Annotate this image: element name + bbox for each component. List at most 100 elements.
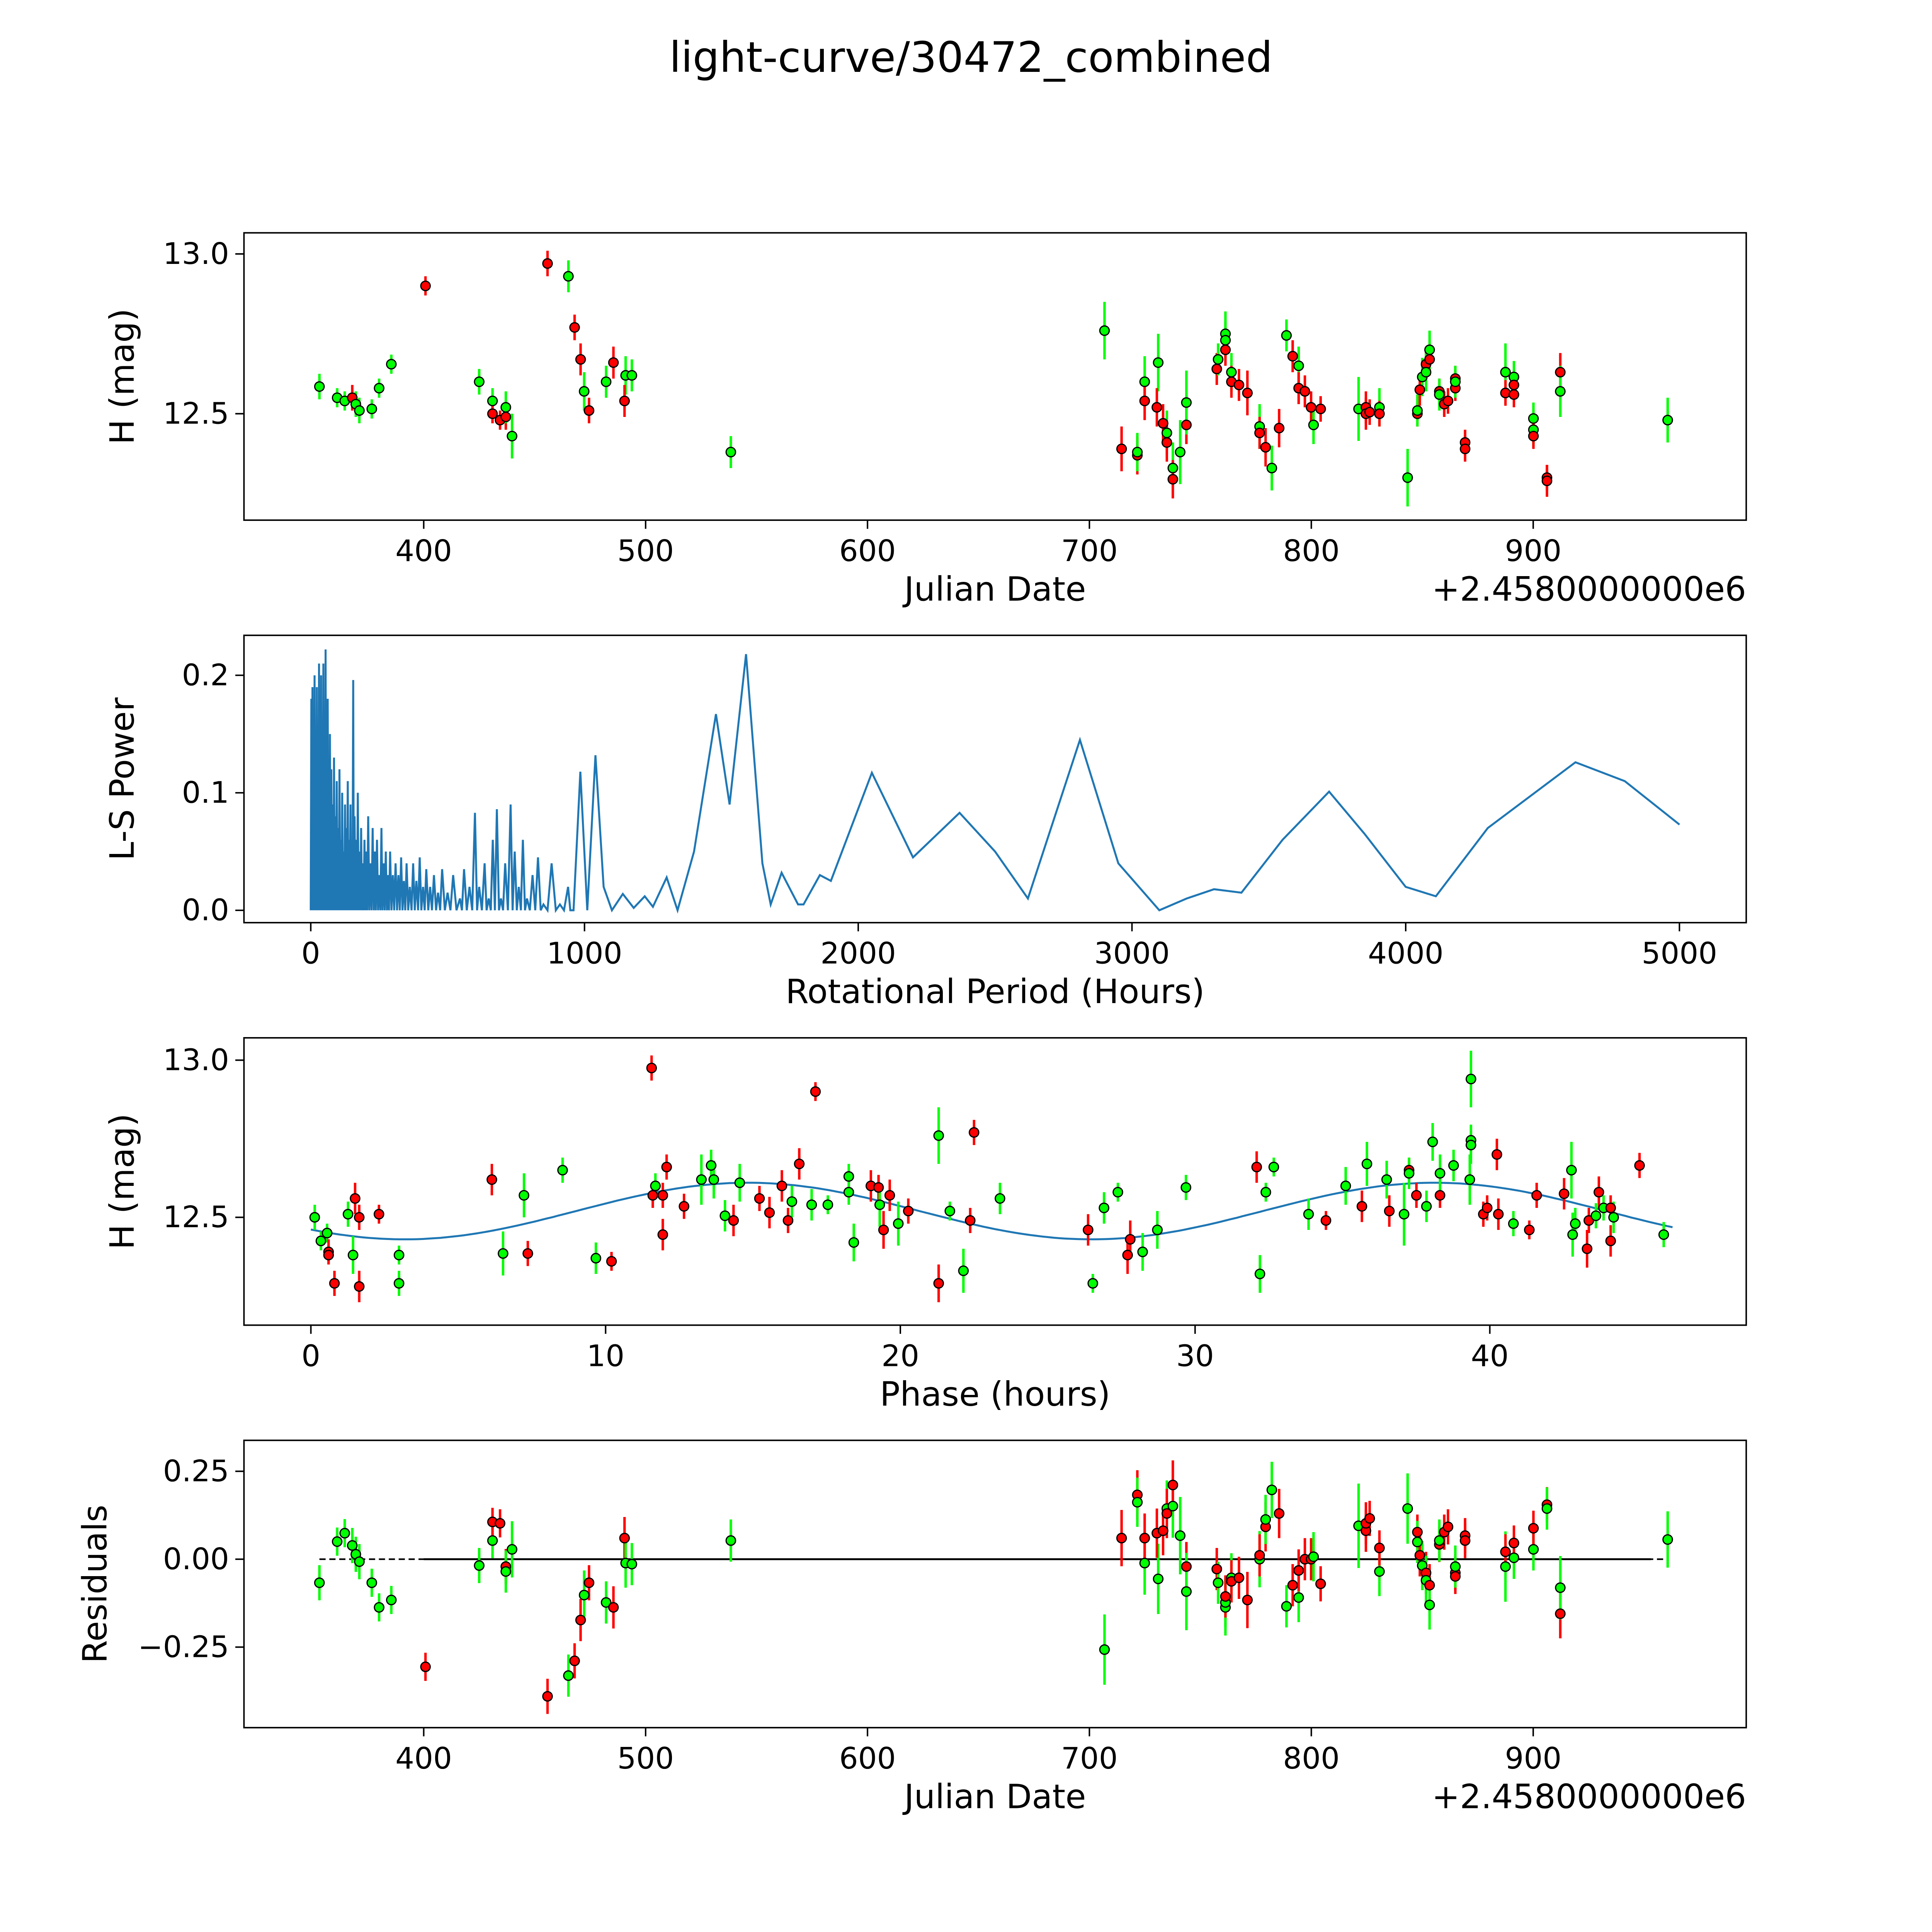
data-point-green [500,402,511,413]
panel-lightcurve: 400 500 600 700 800 900 12.5 13.0 Julian Date H (… [103,232,1747,609]
x-tick-label: 1000 [547,937,622,971]
data-point-red [608,357,619,368]
data-point-green [626,370,638,381]
data-point-red [661,1162,672,1173]
data-point-red [486,1174,497,1185]
data-point-green [1402,1503,1413,1514]
data-point-red [873,1182,884,1193]
data-point-red [1500,388,1511,398]
data-point-red [1211,364,1222,374]
y-tick-label: 13.0 [163,237,229,271]
data-point-green [487,1535,498,1546]
data-point-green [708,1174,719,1185]
data-point-green [1402,472,1413,483]
data-point-red [1509,1537,1519,1549]
data-point-green [1450,1561,1461,1572]
data-point-red [1242,388,1253,398]
data-point-green [725,447,736,457]
data-point-red [608,1602,619,1613]
data-point-green [1153,357,1164,368]
data-point-green [1137,1247,1148,1257]
data-point-red [647,1190,658,1201]
plot-area [310,649,1680,914]
data-point-red [619,1532,630,1544]
data-point-red [1541,475,1553,486]
data-point-red [1116,1532,1127,1544]
data-point-green [1260,1187,1271,1198]
data-point-red [1125,1234,1136,1245]
x-tick-label: 700 [1061,1742,1118,1776]
x-tick-label: 40 [1471,1339,1509,1373]
data-point-green [393,1278,405,1289]
data-point-red [1083,1225,1094,1235]
data-point-green [1466,1139,1476,1151]
data-point-green [1308,419,1319,430]
data-point-green [354,405,365,416]
data-point-red [1167,1480,1179,1490]
data-point-red [1424,1580,1435,1591]
data-point-red [1139,395,1150,406]
data-point-green [600,376,612,387]
data-point-green [874,1199,885,1210]
data-point-red [329,1278,340,1289]
x-axis-label: Phase (hours) [880,1375,1111,1414]
data-point-green [1112,1187,1123,1198]
data-point-green [650,1180,661,1191]
data-point-green [1566,1165,1577,1176]
y-axis-label: Residuals [76,1505,115,1663]
data-point-red [1500,1546,1511,1557]
data-point-green [1308,1551,1319,1562]
y-tick-label: 12.5 [163,1200,229,1235]
data-point-red [1555,367,1566,378]
data-point-red [569,1655,580,1667]
data-point-red [1555,1608,1566,1619]
data-point-green [1175,1530,1186,1541]
data-point-green [1528,1544,1539,1555]
data-point-green [1293,360,1304,371]
data-point-red [657,1229,668,1240]
data-point-red [542,1691,553,1702]
data-point-green [314,1577,325,1588]
x-offset-label: +2.4580000000e6 [1432,570,1746,609]
data-point-red [354,1212,365,1223]
data-point-green [1139,376,1150,387]
data-point-red [794,1158,805,1169]
data-point-green [1361,1158,1372,1169]
data-point-green [1608,1212,1619,1223]
data-point-green [309,1212,320,1223]
data-point-green [1434,389,1445,400]
data-point-green [1293,1592,1304,1603]
data-point-green [563,1670,574,1681]
data-point-red [1274,423,1285,434]
data-point-green [1213,354,1224,365]
data-point-red [1220,344,1231,355]
data-point-green [600,1597,612,1608]
data-point-red [679,1201,690,1212]
data-point-red [1158,1525,1168,1536]
data-point-green [498,1248,509,1259]
x-offset-label: +2.4580000000e6 [1432,1777,1746,1816]
axes-frame [243,1037,1747,1326]
data-point-green [314,381,325,392]
data-point-red [1509,379,1519,391]
data-point-green [1181,1586,1192,1597]
data-point-green [1303,1209,1314,1220]
data-point-green [578,1590,590,1600]
data-point-red [487,408,498,419]
data-point-red [782,1215,794,1226]
data-point-green [1567,1229,1578,1240]
x-tick-label: 900 [1505,1742,1562,1776]
data-point-red [1251,1162,1262,1173]
data-point-green [1220,335,1231,346]
x-axis-label: Rotational Period (Hours) [786,973,1205,1011]
data-point-red [1481,1202,1493,1213]
x-tick-label: 30 [1176,1339,1214,1373]
data-point-red [728,1215,739,1226]
data-point-red [1559,1188,1570,1199]
data-point-red [1162,1508,1172,1519]
data-point-red [1459,443,1471,454]
data-point-red [810,1086,821,1097]
data-point-green [500,1566,511,1577]
